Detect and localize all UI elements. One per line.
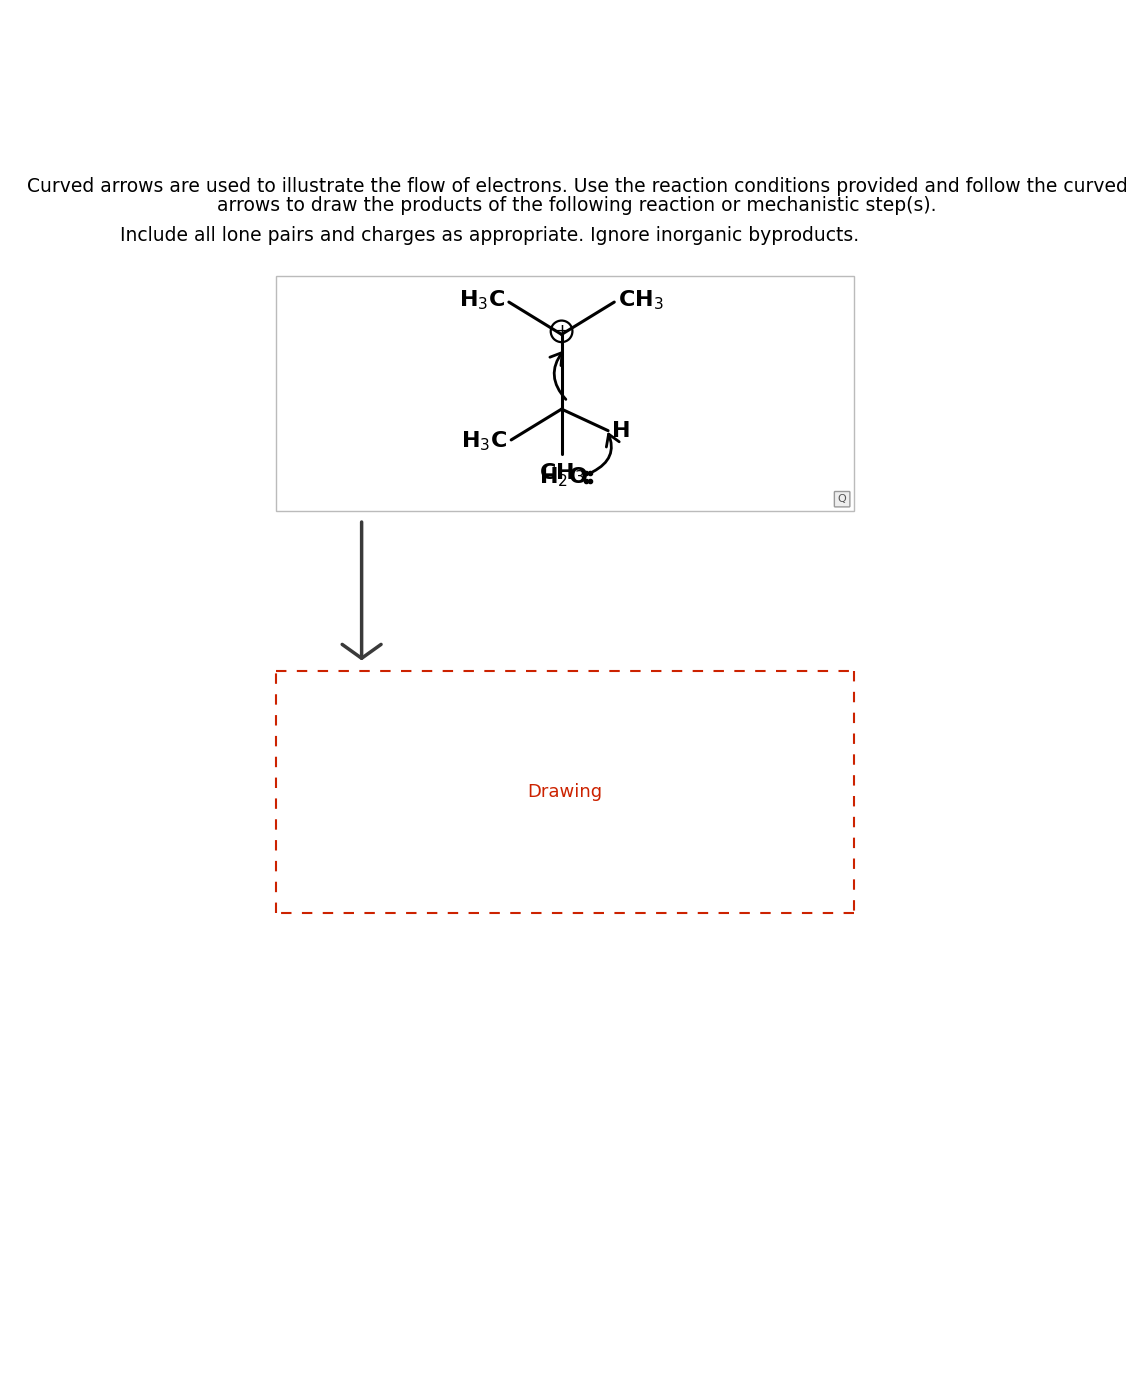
Text: CH$_3$: CH$_3$ bbox=[618, 289, 664, 312]
Text: Q: Q bbox=[838, 494, 847, 504]
Text: H$_2$O: H$_2$O bbox=[538, 465, 588, 489]
FancyArrowPatch shape bbox=[549, 353, 566, 400]
Text: Curved arrows are used to illustrate the flow of electrons. Use the reaction con: Curved arrows are used to illustrate the… bbox=[27, 178, 1126, 196]
Text: Include all lone pairs and charges as appropriate. Ignore inorganic byproducts.: Include all lone pairs and charges as ap… bbox=[120, 226, 859, 244]
Text: arrows to draw the products of the following reaction or mechanistic step(s).: arrows to draw the products of the follo… bbox=[217, 196, 937, 215]
FancyArrowPatch shape bbox=[592, 434, 619, 472]
Text: Drawing: Drawing bbox=[527, 783, 602, 801]
Text: H$_3$C: H$_3$C bbox=[458, 289, 504, 312]
Text: +: + bbox=[554, 322, 569, 340]
Text: CH$_3$: CH$_3$ bbox=[538, 461, 584, 484]
Text: H$_3$C: H$_3$C bbox=[461, 430, 508, 454]
FancyBboxPatch shape bbox=[834, 491, 850, 507]
Text: H: H bbox=[611, 421, 631, 440]
Bar bbox=[276, 276, 854, 511]
